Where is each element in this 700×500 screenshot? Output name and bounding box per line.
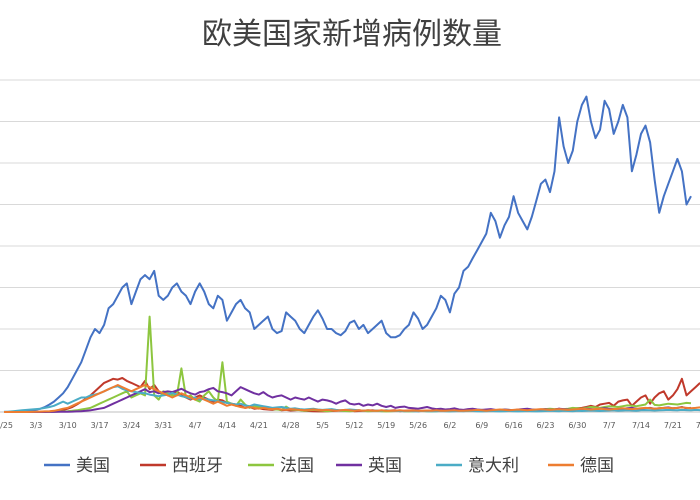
x-tick-label: 4/21 xyxy=(250,421,268,430)
x-tick-label: 6/9 xyxy=(475,421,488,430)
x-tick-label: 4/7 xyxy=(189,421,202,430)
x-tick-label: 3/31 xyxy=(154,421,172,430)
x-tick-label: 2/25 xyxy=(0,421,13,430)
series-line-美国 xyxy=(3,95,692,413)
gridlines xyxy=(0,79,700,413)
legend-label: 德国 xyxy=(580,456,614,476)
x-tick-label: 6/16 xyxy=(505,421,523,430)
chart-title: 欧美国家新增病例数量 xyxy=(202,17,502,52)
legend-label: 意大利 xyxy=(468,456,519,476)
x-tick-label: 5/5 xyxy=(316,421,329,430)
x-tick-label: 7/14 xyxy=(632,421,650,430)
x-tick-label: 3/17 xyxy=(91,421,109,430)
x-tick-label: 5/26 xyxy=(409,421,427,430)
x-tick-label: 3/24 xyxy=(122,421,140,430)
legend-label: 法国 xyxy=(280,456,314,476)
series-lines xyxy=(3,95,700,413)
x-tick-label: 3/10 xyxy=(59,421,77,430)
legend-label: 西班牙 xyxy=(172,456,223,476)
x-tick-label: 6/23 xyxy=(536,421,554,430)
x-tick-label: 7/21 xyxy=(664,421,682,430)
legend-label: 美国 xyxy=(76,456,110,476)
x-tick-label: 7/7 xyxy=(603,421,616,430)
x-axis: 2/25 3/3 3/10 3/17 3/24 3/31 4/7 4/14 4/21 4/28 5/… xyxy=(0,411,700,430)
x-tick-label: 6/2 xyxy=(443,421,456,430)
x-tick-label: 6/30 xyxy=(568,421,586,430)
series-line-法国 xyxy=(4,315,692,413)
legend-label: 英国 xyxy=(368,456,402,476)
x-tick-label: 7/28 xyxy=(696,421,700,430)
x-tick-label: 3/3 xyxy=(29,421,42,430)
x-tick-label: 4/28 xyxy=(282,421,300,430)
x-tick-label: 5/19 xyxy=(377,421,395,430)
x-tick-label: 4/14 xyxy=(218,421,236,430)
series-line-德国 xyxy=(4,384,700,413)
x-tick-label: 5/12 xyxy=(345,421,363,430)
legend: 美国 西班牙 法国 英国 意大利 德国 xyxy=(44,456,614,476)
